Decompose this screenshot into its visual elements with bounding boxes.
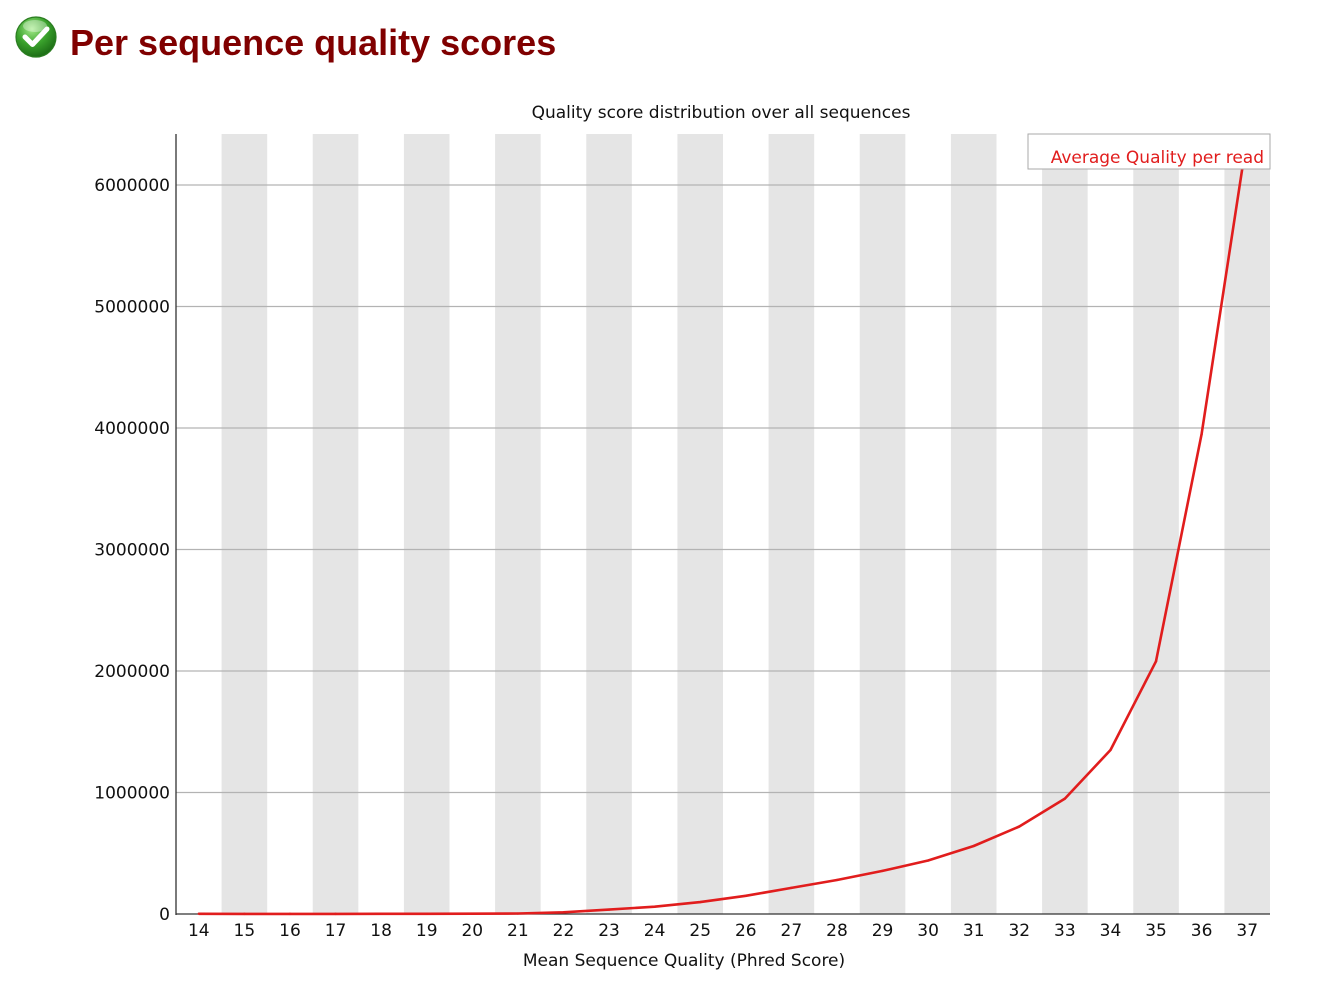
x-tick-label: 31 bbox=[963, 921, 985, 941]
x-tick-label: 26 bbox=[735, 921, 757, 941]
data-point bbox=[379, 912, 383, 916]
x-tick-label: 20 bbox=[461, 921, 483, 941]
x-tick-label: 16 bbox=[279, 921, 301, 941]
x-tick-label: 30 bbox=[917, 921, 939, 941]
x-tick-label: 25 bbox=[689, 921, 711, 941]
data-point bbox=[1154, 660, 1158, 663]
column-shading bbox=[221, 134, 1270, 914]
data-point bbox=[334, 912, 337, 916]
x-tick-label: 14 bbox=[188, 921, 210, 941]
x-axis-label: Mean Sequence Quality (Phred Score) bbox=[523, 951, 845, 971]
legend-box bbox=[1027, 133, 1271, 170]
y-tick-label: 0 bbox=[159, 905, 170, 925]
data-point bbox=[562, 911, 565, 914]
module-title: Per sequence quality scores bbox=[70, 22, 557, 63]
data-point bbox=[288, 912, 292, 916]
x-tick-label: 22 bbox=[553, 921, 575, 941]
x-tick-label: 17 bbox=[325, 921, 347, 941]
data-point bbox=[881, 869, 884, 873]
legend-label: Average Quality per read bbox=[1051, 148, 1264, 168]
x-tick-label: 34 bbox=[1100, 921, 1122, 941]
x-tick-label: 18 bbox=[370, 921, 392, 941]
y-tick-label: 1000000 bbox=[94, 784, 170, 804]
data-point bbox=[790, 886, 793, 890]
column-band bbox=[768, 134, 815, 914]
legend: Average Quality per read bbox=[1027, 133, 1271, 170]
data-point bbox=[699, 900, 702, 904]
column-band bbox=[586, 134, 632, 914]
y-tick-label: 4000000 bbox=[94, 419, 170, 439]
chart-title: Quality score distribution over all sequ… bbox=[532, 103, 911, 123]
data-point bbox=[972, 844, 975, 848]
y-tick-label: 5000000 bbox=[94, 298, 170, 318]
x-tick-label: 29 bbox=[872, 921, 894, 941]
data-point bbox=[243, 912, 246, 916]
y-gridlines bbox=[176, 184, 1270, 794]
data-point bbox=[607, 908, 611, 911]
check-circle-icon bbox=[15, 16, 57, 58]
x-tick-label: 15 bbox=[234, 921, 256, 941]
x-tick-label: 32 bbox=[1008, 921, 1030, 941]
x-tick-label: 28 bbox=[826, 921, 848, 941]
x-tick-label: 33 bbox=[1054, 921, 1076, 941]
data-point bbox=[744, 894, 747, 897]
data-point bbox=[835, 878, 839, 882]
module-header: Per sequence quality scores bbox=[14, 16, 557, 68]
y-tick-labels: 0 1000000 2000000 3000000 4000000 5000000 6000… bbox=[94, 176, 170, 925]
data-point bbox=[653, 905, 656, 908]
column-band bbox=[1224, 134, 1270, 914]
data-point bbox=[197, 912, 200, 915]
y-tick-label: 2000000 bbox=[94, 662, 170, 682]
series-line bbox=[198, 136, 1249, 916]
y-tick-label: 6000000 bbox=[94, 176, 170, 196]
data-point bbox=[471, 912, 474, 915]
data-point bbox=[1018, 825, 1021, 828]
x-tick-label: 23 bbox=[598, 921, 620, 941]
column-band bbox=[312, 134, 359, 914]
x-tick-label: 37 bbox=[1236, 921, 1258, 941]
column-band bbox=[950, 134, 997, 914]
data-point bbox=[425, 912, 428, 915]
x-tick-label: 19 bbox=[416, 921, 438, 941]
data-point bbox=[1063, 797, 1067, 800]
column-band bbox=[403, 134, 450, 914]
column-band bbox=[221, 134, 268, 914]
y-tick-label: 3000000 bbox=[94, 541, 170, 561]
x-tick-label: 27 bbox=[781, 921, 803, 941]
column-band bbox=[677, 134, 723, 914]
data-point bbox=[1109, 748, 1112, 752]
column-band bbox=[1133, 134, 1179, 914]
x-tick-label: 24 bbox=[644, 921, 666, 941]
x-tick-labels: 14 15 16 17 18 19 20 21 22 23 24 25 26 27 28 29 30 31 32 33… bbox=[188, 921, 1258, 941]
data-point bbox=[1200, 432, 1203, 436]
x-tick-label: 35 bbox=[1145, 921, 1167, 941]
data-point bbox=[926, 859, 930, 862]
column-band bbox=[495, 134, 541, 914]
column-band bbox=[859, 134, 906, 914]
x-tick-label: 21 bbox=[507, 921, 529, 941]
x-tick-label: 36 bbox=[1191, 921, 1213, 941]
data-point bbox=[516, 912, 520, 915]
